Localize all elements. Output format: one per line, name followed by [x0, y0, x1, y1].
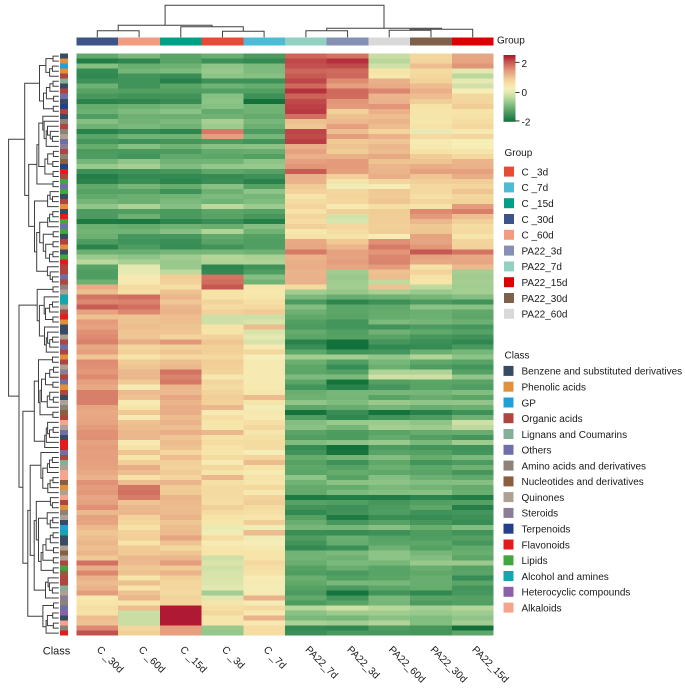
svg-text:C _15d: C _15d	[522, 199, 554, 210]
svg-text:Lignans and Coumarins: Lignans and Coumarins	[522, 430, 628, 441]
svg-text:C _30d: C _30d	[522, 215, 554, 226]
svg-text:Alkaloids: Alkaloids	[522, 603, 562, 614]
svg-text:0: 0	[522, 88, 528, 99]
svg-text:Steroids: Steroids	[522, 509, 559, 520]
svg-text:-2: -2	[522, 117, 531, 128]
svg-text:C _60d: C _60d	[522, 231, 554, 242]
svg-text:Lipids: Lipids	[522, 556, 548, 567]
svg-text:Quinones: Quinones	[522, 493, 565, 504]
svg-text:PA22_3d: PA22_3d	[522, 246, 562, 257]
svg-text:Others: Others	[522, 446, 552, 457]
svg-text:Group: Group	[497, 36, 525, 47]
svg-text:Group: Group	[505, 148, 533, 159]
svg-text:Nucleotides and derivatives: Nucleotides and derivatives	[522, 477, 644, 488]
svg-text:Benzene and substituted deriva: Benzene and substituted derivatives	[522, 367, 683, 378]
svg-text:PA22_60d: PA22_60d	[522, 310, 568, 321]
svg-text:Amino acids and derivatives: Amino acids and derivatives	[522, 461, 647, 472]
svg-text:C _3d: C _3d	[522, 167, 549, 178]
svg-text:Phenolic acids: Phenolic acids	[522, 383, 586, 394]
svg-text:Class: Class	[505, 351, 530, 362]
svg-text:Flavonoids: Flavonoids	[522, 540, 570, 551]
svg-text:Terpenoids: Terpenoids	[522, 525, 571, 536]
svg-text:GP: GP	[522, 398, 537, 409]
svg-text:Class: Class	[43, 646, 71, 658]
svg-text:PA22_7d: PA22_7d	[522, 262, 562, 273]
svg-text:PA22_15d: PA22_15d	[522, 278, 568, 289]
svg-text:Heterocyclic compounds: Heterocyclic compounds	[522, 588, 631, 599]
svg-text:Organic acids: Organic acids	[522, 414, 583, 425]
svg-text:2: 2	[522, 59, 528, 70]
svg-text:Alcohol and amines: Alcohol and amines	[522, 572, 609, 583]
svg-text:PA22_30d: PA22_30d	[522, 294, 568, 305]
svg-text:C _7d: C _7d	[522, 183, 549, 194]
